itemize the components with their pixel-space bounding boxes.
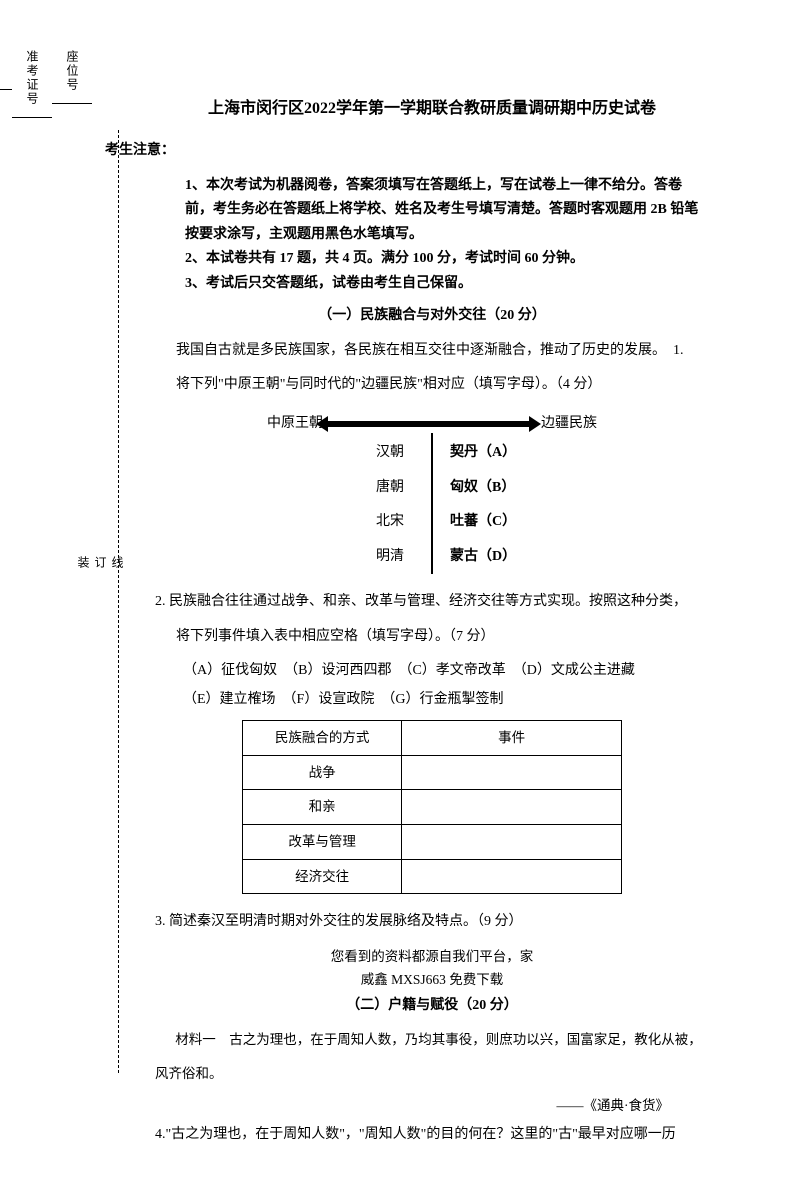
- exam-page: 线 订 装 座位号 准考证号 姓名 学号 ）班 ）年级（ 高（ 学校 上海市闵行…: [0, 0, 794, 1123]
- material-text: 材料一 古之为理也，在于周知人数，乃均其事役，则庶功以兴，国富家足，教化从被，: [155, 1028, 709, 1052]
- table-cell: [402, 790, 622, 825]
- section2-heading: （二）户籍与赋役（20 分）: [155, 994, 709, 1019]
- student-info-fields: 座位号 准考证号 姓名 学号 ）班 ）年级（ 高（ 学校: [72, 50, 92, 1073]
- table-cell: [402, 755, 622, 790]
- table-row: 经济交往: [243, 859, 622, 894]
- double-arrow-icon: [326, 421, 531, 427]
- q3-stem: 3. 简述秦汉至明清时期对外交往的发展脉络及特点。（9 分）: [155, 910, 709, 935]
- table-cell: 改革与管理: [243, 824, 402, 859]
- table-cell: 和亲: [243, 790, 402, 825]
- table-cell: 经济交往: [243, 859, 402, 894]
- admit-label: 准考证号: [12, 50, 52, 1073]
- platform-msg-2: 威鑫 MXSJ663 免费下载: [155, 968, 709, 992]
- binding-marks: 线 订 装: [112, 0, 126, 1123]
- table-row: 改革与管理: [243, 824, 622, 859]
- platform-msg-1: 您看到的资料都源自我们平台，家: [155, 945, 709, 969]
- match-diagram: 中原王朝 边疆民族 汉朝 契丹（A） 唐朝 匈奴（B） 北宋 吐蕃（C）: [267, 412, 597, 575]
- table-cell: 战争: [243, 755, 402, 790]
- diagram-vertical-line: [431, 433, 433, 574]
- binding-mark: 订: [92, 556, 109, 568]
- q4-stem: 4."古之为理也，在于周知人数"，"周知人数"的目的何在？这里的"古"最早对应哪…: [155, 1123, 709, 1148]
- diagram-rows: 汉朝 契丹（A） 唐朝 匈奴（B） 北宋 吐蕃（C） 明清 蒙古（D）: [267, 436, 597, 574]
- exam-title: 上海市闵行区2022学年第一学期联合教研质量调研期中历史试卷: [155, 95, 709, 123]
- answer-table: 民族融合的方式 事件 战争 和亲 改革与管理 经济交往: [242, 720, 622, 894]
- ethnic-option: 蒙古（D）: [432, 545, 597, 570]
- binding-mark: 线: [109, 556, 126, 568]
- ethnic-option: 匈奴（B）: [432, 476, 597, 501]
- dynasty-label: 汉朝: [267, 441, 432, 466]
- table-header: 民族融合的方式: [243, 721, 402, 756]
- q1-stem: 将下列"中原王朝"与同时代的"边疆民族"相对应（填写字母）。（4 分）: [155, 373, 709, 398]
- diagram-left-label: 中原王朝: [267, 412, 323, 437]
- notice-item: 1、本次考试为机器阅卷，答案须填写在答题纸上，写在试卷上一律不给分。答卷前，考生…: [185, 174, 709, 248]
- notice-item: 3、考试后只交答题纸，试卷由考生自己保留。: [185, 272, 709, 297]
- dynasty-label: 明清: [267, 545, 432, 570]
- section1-intro: 我国自古就是多民族国家，各民族在相互交往中逐渐融合，推动了历史的发展。 1.: [155, 339, 709, 364]
- material-source: ——《通典·食货》: [155, 1094, 709, 1118]
- dynasty-label: 唐朝: [267, 476, 432, 501]
- diagram-right-label: 边疆民族: [541, 412, 597, 437]
- material-text-2: 风齐俗和。: [155, 1062, 709, 1086]
- q2-options-line1: （A）征伐匈奴 （B）设河西四郡 （C）孝文帝改革 （D）文成公主进藏: [183, 659, 709, 684]
- name-label: 姓名: [0, 50, 12, 1073]
- table-cell: [402, 824, 622, 859]
- binding-sidebar: 线 订 装 座位号 准考证号 姓名 学号 ）班 ）年级（ 高（ 学校: [0, 0, 135, 1123]
- section1-heading: （一）民族融合与对外交往（20 分）: [155, 304, 709, 329]
- table-header: 事件: [402, 721, 622, 756]
- q2-stem: 2. 民族融合往往通过战争、和亲、改革与管理、经济交往等方式实现。按照这种分类，: [155, 590, 709, 615]
- notice-list: 1、本次考试为机器阅卷，答案须填写在答题纸上，写在试卷上一律不给分。答卷前，考生…: [185, 174, 709, 297]
- table-row: 和亲: [243, 790, 622, 825]
- dynasty-label: 北宋: [267, 510, 432, 535]
- table-row: 民族融合的方式 事件: [243, 721, 622, 756]
- notice-item: 2、本试卷共有 17 题，共 4 页。满分 100 分，考试时间 60 分钟。: [185, 247, 709, 272]
- q2-options-line2: （E）建立榷场 （F）设宣政院 （G）行金瓶掣签制: [183, 688, 709, 713]
- q2-substem: 将下列事件填入表中相应空格（填写字母）。（7 分）: [155, 625, 709, 650]
- table-cell: [402, 859, 622, 894]
- ethnic-option: 契丹（A）: [432, 441, 597, 466]
- ethnic-option: 吐蕃（C）: [432, 510, 597, 535]
- seat-label: 座位号: [52, 50, 92, 1073]
- notice-heading: 考生注意：: [105, 139, 709, 164]
- table-row: 战争: [243, 755, 622, 790]
